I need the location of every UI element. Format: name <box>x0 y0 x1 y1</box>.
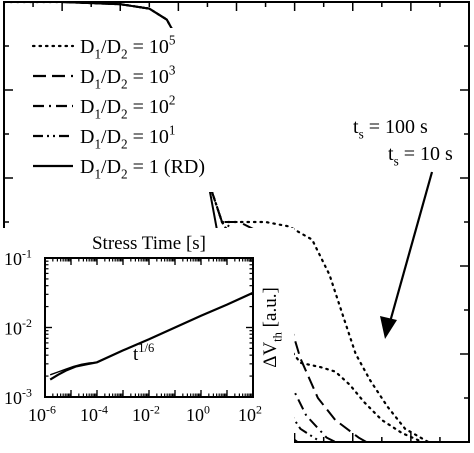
legend-label-dashdot: D1/D2 = 102 <box>80 93 176 122</box>
annotation-arrow-shaft <box>388 171 434 323</box>
annotations: ts = 100 sts = 10 s <box>353 116 453 339</box>
inset-y-tick-label: 10-2 <box>4 316 32 339</box>
annotation-ts-100: ts = 100 s <box>353 116 428 142</box>
legend-background <box>26 28 274 192</box>
inset-x-tick-label: 100 <box>186 402 210 425</box>
inset-y-tick-label: 10-3 <box>4 385 32 408</box>
legend-label-dashdotdot: D1/D2 = 101 <box>80 123 176 152</box>
legend-label-solid: D1/D2 = 1 (RD) <box>80 156 205 182</box>
inset-series-line-0 <box>49 291 253 381</box>
annotation-ts-10: ts = 10 s <box>388 143 453 169</box>
inset-y-axis-label: ΔVth [a.u.] <box>260 287 284 368</box>
legend-label-dashed: D1/D2 = 103 <box>80 63 176 92</box>
inset-x-tick-label: 10-2 <box>132 402 160 425</box>
inset-power-law-label: t1/6 <box>133 341 154 365</box>
inset-x-axis-label: Stress Time [s] <box>92 233 206 254</box>
inset-x-tick-label: 10-6 <box>28 402 56 425</box>
series-line-dashed-3 <box>4 2 369 442</box>
inset-background <box>2 228 294 446</box>
annotation-arrowhead <box>380 316 397 339</box>
legend-label-dotted: D1/D2 = 105 <box>80 33 176 62</box>
inset-plot: 10-6 10-4 10-2 100 102 10-3 10-2 10-1 Stress Tim… <box>2 228 294 446</box>
series-line-dotted-4 <box>4 2 430 442</box>
inset-series-line-1 <box>49 361 98 376</box>
inset-x-tick-label: 102 <box>238 402 262 425</box>
inset-y-tick-label: 10-1 <box>4 246 32 269</box>
inset-x-tick-label: 10-4 <box>80 402 108 425</box>
